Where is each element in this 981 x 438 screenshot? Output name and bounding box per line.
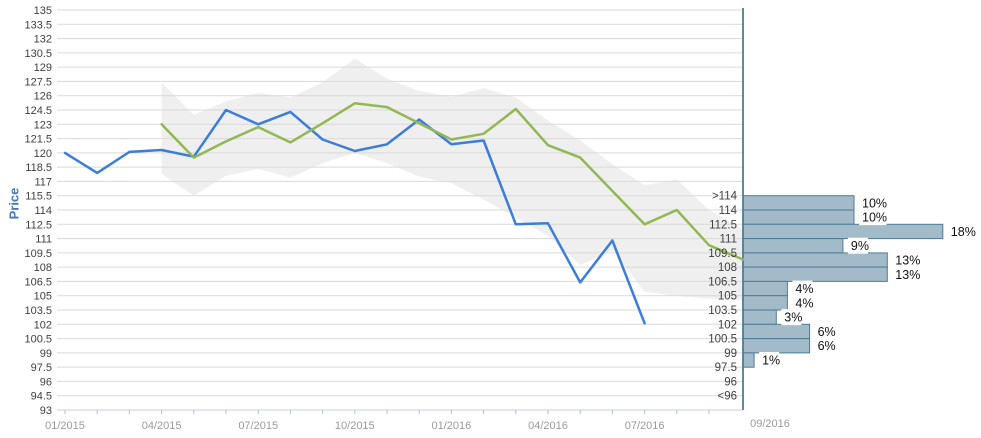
y-axis-tick-label: 127.5 bbox=[24, 76, 52, 88]
histogram-bar bbox=[742, 266, 888, 282]
y-axis-tick-label: 133.5 bbox=[24, 19, 52, 31]
histogram-bar bbox=[742, 238, 844, 254]
histogram-bin-label: <96 bbox=[717, 391, 737, 403]
price-history-line bbox=[63, 108, 646, 325]
histogram-bin-label: 112.5 bbox=[709, 219, 737, 231]
y-axis-tick-label: 97.5 bbox=[31, 362, 52, 374]
y-axis-tick-label: 130.5 bbox=[24, 48, 52, 60]
histogram-bin-label: 96 bbox=[724, 376, 737, 388]
y-axis-tick-label: 106.5 bbox=[24, 276, 52, 288]
y-axis-tick-label: 96 bbox=[40, 376, 52, 388]
pct-label-bg bbox=[947, 223, 976, 240]
y-axis-tick-label: 105 bbox=[34, 291, 52, 303]
y-axis-tick-label: 117 bbox=[34, 176, 52, 188]
histogram-bar bbox=[742, 252, 888, 268]
x-axis-tick-label: 04/2016 bbox=[528, 420, 568, 432]
histogram-bar bbox=[742, 309, 777, 325]
histogram-bar bbox=[742, 295, 788, 311]
y-axis-tick-label: 123 bbox=[34, 119, 52, 131]
y-axis-tick-label: 103.5 bbox=[24, 305, 52, 317]
x-axis-tick-label: 10/2015 bbox=[335, 420, 375, 432]
histogram-bin-label: 103.5 bbox=[708, 305, 737, 317]
histogram-pct-label: 13% bbox=[895, 254, 920, 268]
histogram-bar bbox=[742, 352, 755, 368]
y-axis-tick-label: 109.5 bbox=[24, 248, 52, 260]
y-axis-tick-label: 120 bbox=[34, 148, 52, 160]
histogram-bin-label: 100.5 bbox=[708, 334, 737, 346]
pct-label-bg bbox=[859, 194, 887, 211]
histogram-pct-label: 13% bbox=[895, 268, 920, 282]
pct-label-bg bbox=[847, 237, 868, 254]
x-axis-tick-label: 07/2016 bbox=[625, 420, 665, 432]
x-axis-tick-label: 01/2015 bbox=[45, 420, 85, 432]
histogram-pct-label: 18% bbox=[951, 225, 976, 239]
histogram-bar bbox=[742, 323, 811, 340]
histogram-bin-label: 102 bbox=[718, 319, 737, 331]
y-axis-tick-label: 135 bbox=[34, 5, 52, 17]
histogram-pct-label: 1% bbox=[762, 354, 780, 368]
pct-label-bg bbox=[892, 252, 920, 268]
forecast-range-band bbox=[161, 58, 744, 301]
pct-label-bg bbox=[759, 352, 780, 368]
x-axis-tick-label: 04/2015 bbox=[142, 420, 182, 432]
y-axis-tick-label: 115.5 bbox=[25, 191, 52, 203]
histogram-bin-label: 111 bbox=[720, 234, 737, 246]
histogram-pct-label: 10% bbox=[862, 211, 887, 225]
histogram-bar bbox=[742, 195, 855, 211]
y-axis-tick-label: 102 bbox=[34, 319, 52, 331]
histogram-pct-label: 10% bbox=[862, 196, 887, 210]
pct-label-bg bbox=[792, 280, 813, 297]
histogram-bin-label: 105 bbox=[718, 291, 737, 303]
histogram-pct-label: 4% bbox=[795, 296, 813, 310]
y-axis-tick-label: 99 bbox=[40, 348, 52, 360]
y-axis-tick-label: 114 bbox=[34, 205, 52, 217]
y-axis-tick-label: 108 bbox=[34, 262, 52, 274]
pct-label-bg bbox=[892, 266, 920, 283]
y-axis-tick-label: 121.5 bbox=[24, 134, 52, 146]
histogram-bar bbox=[742, 209, 855, 225]
histogram-pct-label: 9% bbox=[851, 239, 869, 253]
pct-label-bg bbox=[781, 309, 802, 326]
y-axis-tick-label: 129 bbox=[34, 62, 52, 74]
histogram-pct-label: 4% bbox=[795, 282, 813, 296]
histogram-bin-label: 109.5 bbox=[708, 248, 737, 260]
histogram-bar bbox=[742, 223, 944, 240]
histogram-bin-label: >114 bbox=[712, 191, 738, 203]
pct-label-bg bbox=[814, 323, 835, 340]
histogram-bar bbox=[742, 338, 811, 354]
y-axis-tick-label: 132 bbox=[34, 34, 52, 46]
histogram-pct-label: 6% bbox=[818, 339, 836, 353]
y-axis-title: Price bbox=[6, 187, 22, 220]
y-axis-tick-label: 124.5 bbox=[24, 105, 52, 117]
histogram-bin-label: 106.5 bbox=[708, 276, 737, 288]
histogram-bin-label: 114 bbox=[719, 205, 738, 217]
histogram-bin-label: 97.5 bbox=[715, 362, 737, 374]
y-axis-tick-label: 112.5 bbox=[25, 219, 52, 231]
pct-label-bg bbox=[792, 294, 813, 311]
y-axis-tick-label: 111 bbox=[35, 234, 52, 246]
y-axis-tick-label: 126 bbox=[34, 91, 52, 103]
x-axis-tick-label: 01/2016 bbox=[432, 420, 472, 432]
histogram-bar bbox=[742, 280, 788, 297]
y-axis-tick-label: 100.5 bbox=[24, 334, 52, 346]
histogram-pct-label: 6% bbox=[818, 325, 836, 339]
pct-label-bg bbox=[859, 209, 887, 226]
histogram-bin-label: 99 bbox=[724, 348, 737, 360]
pct-label-bg bbox=[814, 337, 835, 354]
histogram-date-label: 09/2016 bbox=[750, 418, 790, 430]
consensus-forecast-line bbox=[160, 102, 745, 261]
histogram-bin-label: 108 bbox=[718, 262, 737, 274]
y-axis-tick-label: 93 bbox=[40, 405, 52, 417]
x-axis-tick-label: 07/2015 bbox=[238, 420, 278, 432]
y-axis-tick-label: 118.5 bbox=[25, 162, 52, 174]
y-axis-tick-label: 94.5 bbox=[31, 391, 52, 403]
histogram-pct-label: 3% bbox=[784, 311, 802, 325]
